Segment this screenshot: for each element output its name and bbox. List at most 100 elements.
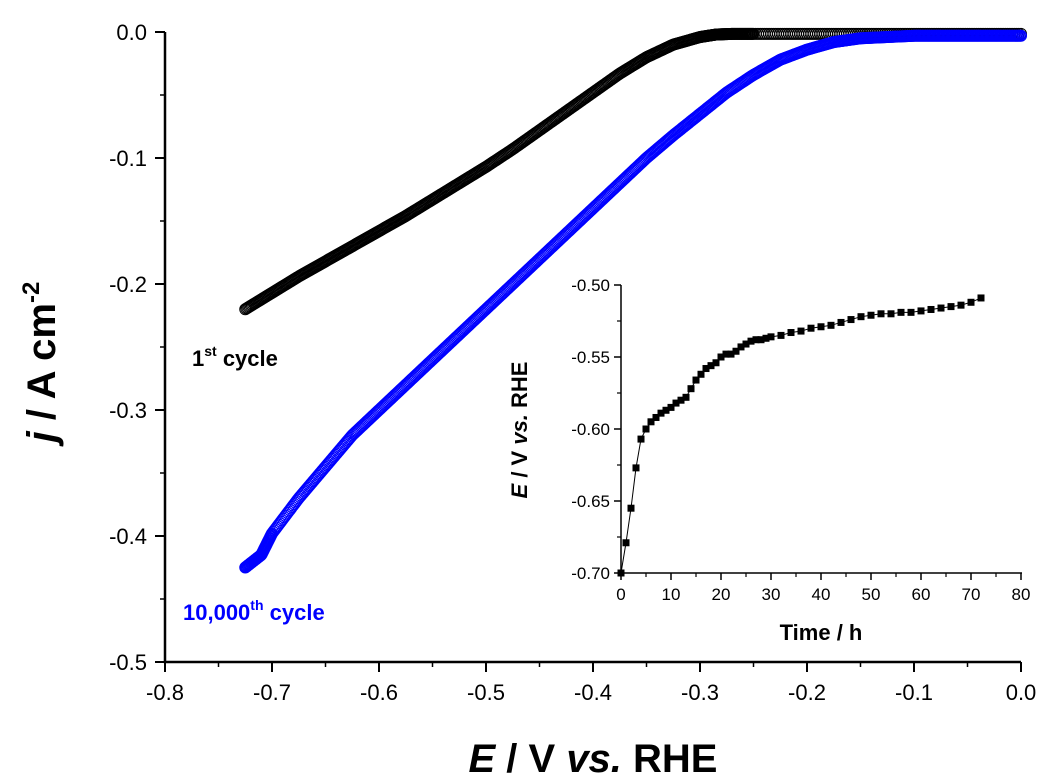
inset-data-point	[687, 385, 695, 393]
inset-data-point	[957, 301, 965, 309]
inset-y-tick-label: -0.55	[571, 348, 610, 367]
inset-data-point	[717, 353, 725, 361]
inset-x-tick-label: 0	[616, 585, 625, 604]
label-1st-main: 1	[192, 346, 204, 371]
main-y-tick-label: 0.0	[116, 20, 147, 45]
inset-data-point	[827, 321, 835, 329]
inset-data-point	[937, 304, 945, 312]
inset-data-point	[977, 294, 985, 302]
main-x-title-rest: RHE	[622, 737, 718, 781]
inset-data-point	[807, 324, 815, 332]
main-x-tick-label: -0.7	[253, 680, 291, 705]
inset-data-point	[637, 435, 645, 443]
main-x-title-mid: / V	[495, 737, 566, 781]
main-y-title-italic: j	[20, 430, 64, 447]
series-label-10000th-cycle: 10,000th cycle	[183, 597, 325, 625]
inset-data-point	[947, 303, 955, 311]
inset-y-title-italic2: vs.	[507, 414, 532, 445]
inset-data-point	[682, 393, 690, 401]
main-x-title-italic2: vs.	[566, 737, 622, 781]
inset-data-point	[632, 464, 640, 472]
series-label-1st-cycle: 1st cycle	[192, 343, 278, 371]
main-x-title-italic: E	[468, 737, 496, 781]
inset-data-point	[797, 327, 805, 335]
inset-y-tick-label: -0.70	[571, 564, 610, 583]
inset-y-title-italic: E	[507, 482, 532, 498]
inset-data-point	[727, 350, 735, 358]
inset-data-point	[647, 418, 655, 426]
inset-data-point	[787, 329, 795, 337]
inset-data-point	[757, 336, 765, 344]
main-x-tick-label: -0.3	[681, 680, 719, 705]
main-x-tick-label: -0.1	[895, 680, 933, 705]
label-1st-rest: cycle	[217, 346, 278, 371]
inset-data-point	[752, 336, 760, 344]
main-x-tick-label: 0.0	[1006, 680, 1037, 705]
inset-data-point	[672, 399, 680, 407]
inset-data-point	[907, 308, 915, 316]
series-0-markers	[239, 27, 1027, 316]
inset-series-line	[620, 297, 982, 574]
main-y-title-mid: / A cm	[20, 303, 64, 431]
inset-data-point	[927, 305, 935, 313]
label-10000th-main: 10,000	[183, 600, 250, 625]
main-axis-ticks: -0.8 -0.7 -0.6 -0.5 -0.4 -0.3 -0.2 -0.1 0.0 0.0 -0…	[109, 20, 1036, 705]
inset-plot-series	[617, 294, 985, 577]
series-1-markers	[239, 29, 1027, 574]
inset-data-point	[662, 406, 670, 414]
main-y-tick-label: -0.1	[109, 146, 147, 171]
inset-data-point	[742, 340, 750, 348]
inset-data-point	[817, 323, 825, 331]
inset-data-point	[642, 425, 650, 433]
inset-data-point	[777, 331, 785, 339]
inset-data-point	[697, 370, 705, 378]
inset-data-point	[627, 504, 635, 512]
inset-data-point	[732, 347, 740, 355]
main-y-title-sup: -2	[18, 282, 45, 303]
main-y-axis-title: j / A cm-2	[18, 282, 64, 448]
inset-y-tick-label: -0.65	[571, 492, 610, 511]
label-1st-sup: st	[204, 343, 217, 359]
inset-x-tick-label: 30	[762, 585, 781, 604]
inset-y-axis-title: E / V vs. RHE	[507, 362, 532, 499]
main-x-tick-label: -0.2	[788, 680, 826, 705]
inset-data-point	[967, 298, 975, 306]
main-x-tick-label: -0.8	[146, 680, 184, 705]
inset-data-point	[837, 318, 845, 326]
main-x-tick-label: -0.5	[467, 680, 505, 705]
main-y-tick-label: -0.4	[109, 524, 147, 549]
main-y-tick-label: -0.5	[109, 650, 147, 675]
inset-data-point	[622, 539, 630, 547]
inset-data-point	[877, 310, 885, 318]
label-10000th-sup: th	[250, 597, 263, 613]
inset-y-title-rest: RHE	[507, 362, 532, 415]
inset-x-tick-label: 50	[862, 585, 881, 604]
inset-x-tick-label: 70	[962, 585, 981, 604]
inset-data-point	[722, 350, 730, 358]
inset-data-point	[762, 334, 770, 342]
inset-x-tick-label: 10	[662, 585, 681, 604]
inset-y-title-mid: / V	[507, 445, 532, 484]
inset-data-point	[747, 337, 755, 345]
inset-data-point	[867, 311, 875, 319]
inset-data-point	[692, 376, 700, 384]
inset-data-point	[707, 362, 715, 370]
inset-data-point	[667, 403, 675, 411]
inset-data-point	[857, 313, 865, 321]
inset-x-axis-title: Time / h	[780, 620, 863, 645]
inset-data-point	[657, 409, 665, 417]
main-x-tick-label: -0.6	[360, 680, 398, 705]
inset-data-point	[712, 359, 720, 367]
data-point	[1015, 29, 1027, 42]
inset-data-point	[652, 413, 660, 421]
label-10000th-rest: cycle	[264, 600, 325, 625]
inset-x-tick-label: 20	[712, 585, 731, 604]
inset-x-tick-label: 60	[912, 585, 931, 604]
main-x-tick-label: -0.4	[574, 680, 612, 705]
inset-y-tick-label: -0.60	[571, 420, 610, 439]
inset-data-point	[617, 569, 625, 577]
inset-data-point	[737, 343, 745, 351]
inset-data-point	[917, 307, 925, 315]
main-plot-series	[239, 27, 1027, 574]
